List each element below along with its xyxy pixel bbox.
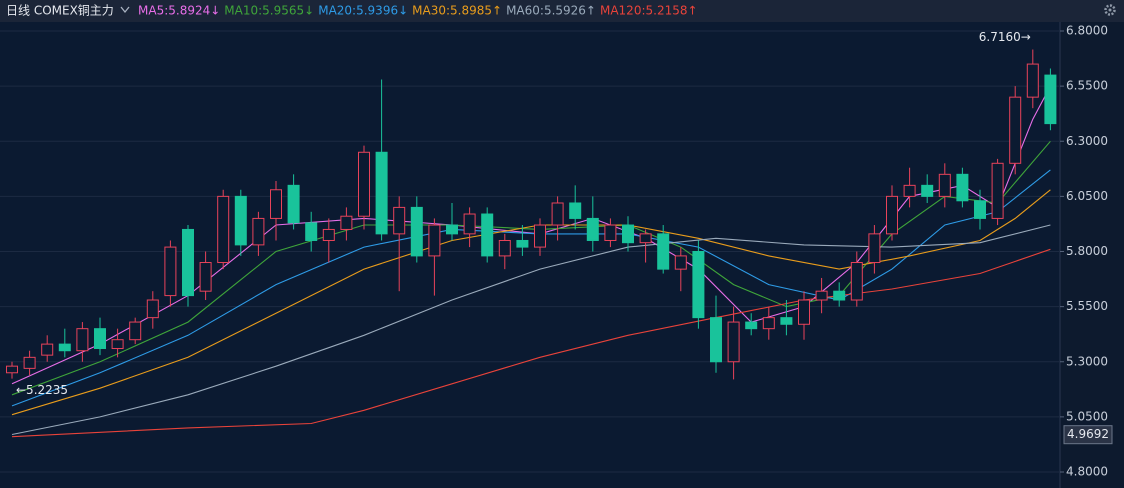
candle-body <box>410 206 423 257</box>
candle-body <box>358 151 370 217</box>
candle-body <box>657 233 670 270</box>
legend-entry: MA120:5.2158↑ <box>600 4 698 18</box>
cursor-box <box>1063 425 1113 445</box>
candle-body <box>622 224 634 244</box>
candle-body <box>674 255 687 270</box>
candle-body <box>991 162 1004 219</box>
candle-body <box>446 224 458 235</box>
header-bar <box>0 0 1124 22</box>
candle-body <box>604 224 617 241</box>
candle-body <box>375 151 388 235</box>
candle-body <box>270 189 282 219</box>
candle-body <box>252 217 265 246</box>
candle-body <box>780 317 793 325</box>
candle-body <box>129 321 142 341</box>
candle-body <box>76 328 89 352</box>
candle-body <box>58 343 71 352</box>
candle-body <box>710 317 722 363</box>
candle-body <box>639 233 652 244</box>
candle-body <box>921 184 934 197</box>
candle-body <box>903 184 916 197</box>
candle-body <box>481 213 494 257</box>
grid <box>0 30 1060 473</box>
extreme-label: ←5.2235 <box>16 383 68 397</box>
candle-body <box>516 239 529 248</box>
ma-line <box>11 248 1051 438</box>
candle-body <box>199 262 212 292</box>
y-tick-label: 6.0500 <box>1066 189 1108 203</box>
legend-entry: MA20:5.9396↓ <box>318 4 408 18</box>
candle-body <box>1026 63 1039 98</box>
candle-body <box>850 262 863 301</box>
candle-body <box>956 173 969 202</box>
candle-body <box>340 215 353 230</box>
dropdown-caret[interactable] <box>120 6 130 14</box>
y-tick-label: 5.0500 <box>1066 409 1108 423</box>
chart-title: 日线 COMEX铜主力 <box>6 3 114 18</box>
candle-body <box>868 233 881 264</box>
candle-body <box>798 299 810 325</box>
candle-body <box>428 224 441 257</box>
legend-entry: MA60:5.5926↑ <box>506 4 596 18</box>
candle-body <box>146 299 159 319</box>
y-tick-label: 6.3000 <box>1066 134 1108 148</box>
cursor-label: 4.9692 <box>1067 427 1109 441</box>
y-tick-label: 5.8000 <box>1066 244 1108 258</box>
ma-line <box>11 85 1051 385</box>
y-tick-label: 5.5500 <box>1066 299 1108 313</box>
settings-icon[interactable] <box>1104 4 1116 16</box>
extreme-label: 6.7160→ <box>979 30 1031 44</box>
candle-body <box>815 290 828 301</box>
candle-body <box>762 317 775 330</box>
candle-body <box>164 246 177 297</box>
y-tick-label: 5.3000 <box>1066 354 1108 368</box>
candle-body <box>463 213 476 235</box>
candle-body <box>6 365 18 374</box>
candle-body <box>217 195 230 264</box>
candle-body <box>974 200 986 219</box>
candle-body <box>94 328 106 350</box>
candle-body <box>182 228 194 297</box>
candle-body <box>1009 96 1022 164</box>
y-tick-label: 6.8000 <box>1066 24 1108 38</box>
legend-entry: MA5:5.8924↓ <box>138 4 220 18</box>
candle-body <box>938 173 951 197</box>
candle-body <box>569 202 582 219</box>
candle-body <box>692 251 705 319</box>
candle-body <box>23 356 36 369</box>
candle-body <box>41 343 54 356</box>
candle-body <box>727 321 740 363</box>
candle-body <box>393 206 406 235</box>
y-tick-label: 4.8000 <box>1066 465 1108 479</box>
candle-body <box>111 339 124 350</box>
ma-line <box>11 140 1051 396</box>
candle-body <box>833 290 846 301</box>
candle-body <box>1044 74 1057 125</box>
candle-body <box>534 224 546 248</box>
candle-body <box>287 184 300 224</box>
candle-body <box>305 222 318 241</box>
candle-body <box>745 321 758 330</box>
candle-body <box>322 228 335 241</box>
candle-body <box>234 195 247 246</box>
axis-panel <box>1060 22 1124 488</box>
candle-body <box>551 202 564 226</box>
candle-body <box>586 217 599 241</box>
ma-line <box>11 224 1051 436</box>
candle-body <box>886 195 898 235</box>
candle-body <box>498 239 511 257</box>
y-tick-label: 6.5500 <box>1066 79 1108 93</box>
legend-entry: MA30:5.8985↑ <box>412 4 502 18</box>
legend-entry: MA10:5.9565↓ <box>224 4 314 18</box>
